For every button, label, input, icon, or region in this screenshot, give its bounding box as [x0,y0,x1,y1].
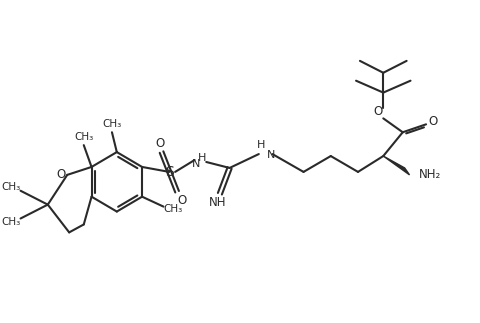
Text: CH₃: CH₃ [1,217,21,227]
Text: N: N [266,150,275,160]
Text: NH₂: NH₂ [419,168,442,182]
Text: H: H [198,153,206,163]
Text: CH₃: CH₃ [1,182,21,192]
Text: CH₃: CH₃ [164,203,183,214]
Text: S: S [165,165,174,179]
Text: NH: NH [209,196,227,209]
Polygon shape [383,156,409,175]
Text: N: N [192,159,201,169]
Text: O: O [374,105,383,118]
Text: O: O [155,137,164,150]
Text: H: H [256,140,265,150]
Text: O: O [57,168,66,182]
Text: O: O [177,194,187,207]
Text: CH₃: CH₃ [102,119,121,129]
Text: CH₃: CH₃ [74,132,94,142]
Text: O: O [428,115,437,128]
